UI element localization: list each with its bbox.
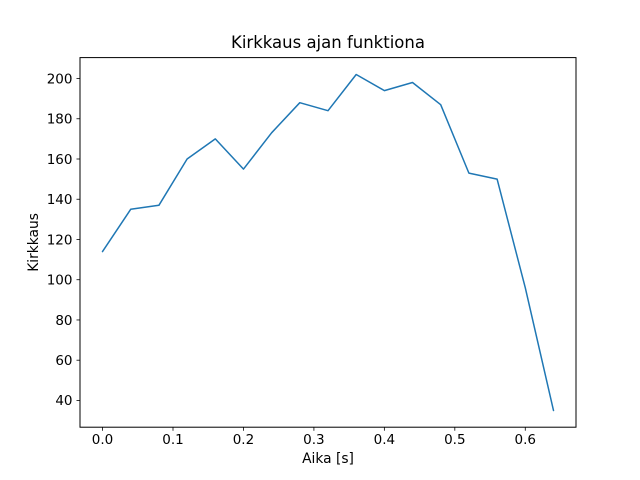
x-tick-label: 0.1 [162, 432, 183, 448]
x-tick-label: 0.6 [515, 432, 536, 448]
y-tick-label: 40 [55, 393, 72, 409]
plot-area [79, 57, 577, 428]
y-tick-label: 180 [47, 112, 73, 128]
x-tick-label: 0.2 [233, 432, 254, 448]
data-line [101, 73, 555, 412]
x-axis-ticks: 0.0 0.1 0.2 0.3 0.4 0.5 0.6 [92, 427, 536, 448]
x-tick-label: 0.0 [92, 432, 113, 448]
y-tick-label: 140 [47, 192, 73, 208]
x-axis-label: Aika [s] [302, 451, 354, 467]
x-tick-label: 0.4 [374, 432, 395, 448]
y-tick-label: 120 [47, 232, 73, 248]
y-axis-ticks: 40 60 80 100 120 140 160 180 200 [47, 71, 80, 409]
y-tick-label: 60 [55, 353, 72, 369]
x-tick-label: 0.3 [303, 432, 324, 448]
y-tick-label: 100 [47, 273, 73, 289]
chart-title: Kirkkaus ajan funktiona [231, 33, 425, 52]
x-tick-label: 0.5 [444, 432, 465, 448]
y-tick-label: 80 [55, 313, 72, 329]
y-tick-label: 200 [47, 71, 73, 87]
y-axis-label: Kirkkaus [26, 213, 42, 272]
y-tick-label: 160 [47, 152, 73, 168]
